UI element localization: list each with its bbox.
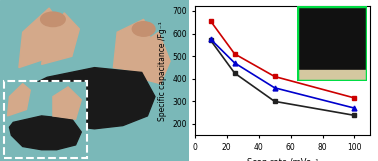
- Polygon shape: [34, 68, 155, 129]
- Line: MONRAs(FTO): MONRAs(FTO): [209, 19, 356, 100]
- Polygon shape: [8, 84, 30, 116]
- MONRAs(FTO): [352, 97, 357, 99]
- Line: MOHBs(FTO): MOHBs(FTO): [209, 38, 356, 117]
- MOHBs(FTO): [352, 114, 357, 116]
- X-axis label: Scan rate /mVs⁻¹: Scan rate /mVs⁻¹: [247, 157, 318, 161]
- MONRAs(Ti): [272, 87, 277, 89]
- Legend: MOHBs(FTO), MONRAs(FTO), MONRAs(Ti): MOHBs(FTO), MONRAs(FTO), MONRAs(Ti): [303, 10, 367, 35]
- Bar: [297, 70, 367, 80]
- Ellipse shape: [132, 22, 155, 36]
- Polygon shape: [42, 13, 79, 64]
- Bar: [6, 82, 85, 156]
- Polygon shape: [53, 87, 81, 119]
- MOHBs(FTO): [232, 72, 237, 74]
- Polygon shape: [113, 19, 155, 72]
- MOHBs(FTO): [208, 39, 213, 41]
- Y-axis label: Specific capacitance /Fg⁻¹: Specific capacitance /Fg⁻¹: [158, 21, 167, 121]
- Polygon shape: [136, 32, 170, 84]
- Polygon shape: [19, 8, 60, 68]
- MONRAs(FTO): [232, 53, 237, 55]
- Polygon shape: [9, 116, 81, 150]
- MONRAs(Ti): [208, 38, 213, 40]
- Ellipse shape: [41, 12, 65, 27]
- MONRAs(FTO): [272, 76, 277, 77]
- Line: MONRAs(Ti): MONRAs(Ti): [208, 37, 357, 111]
- MONRAs(Ti): [352, 107, 357, 109]
- Bar: [297, 6, 367, 72]
- MONRAs(Ti): [232, 62, 237, 64]
- MONRAs(FTO): [208, 20, 213, 22]
- MOHBs(FTO): [272, 100, 277, 102]
